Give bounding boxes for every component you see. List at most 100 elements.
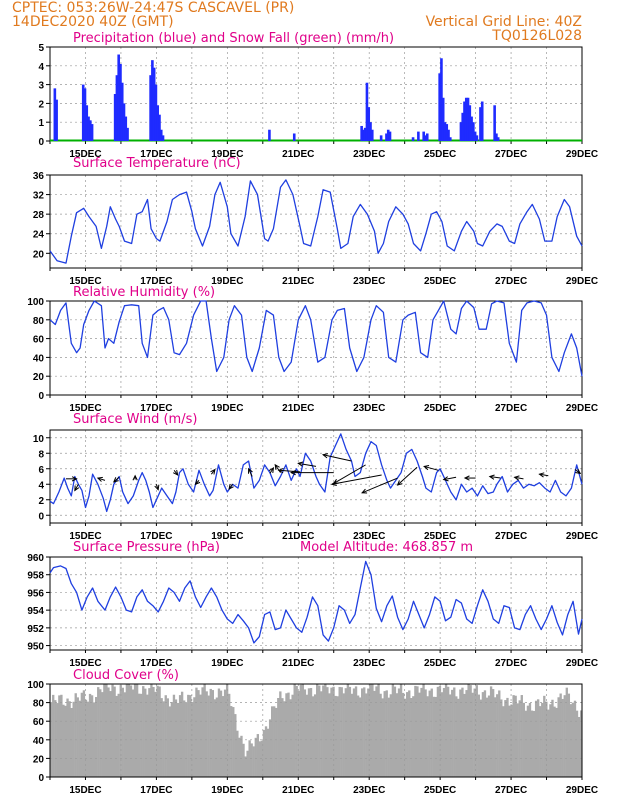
precip-bar	[388, 131, 392, 141]
cloud-bar	[522, 702, 526, 777]
cloud-bar	[295, 685, 298, 777]
y-tick-label: 60	[33, 335, 45, 346]
cloud-bar	[174, 699, 178, 777]
precip-bar	[411, 137, 415, 141]
cloud-bar	[539, 706, 542, 777]
cloud-bar	[383, 691, 386, 777]
rh-frame	[49, 300, 583, 396]
x-tick-label: 25DEC	[424, 531, 456, 542]
cloud-bar	[338, 686, 341, 777]
cloud-bar	[90, 695, 94, 777]
wind-vector-head	[96, 476, 103, 482]
precip-bar	[363, 127, 367, 141]
precip-bar	[119, 63, 122, 141]
x-tick-label: 15DEC	[69, 403, 101, 414]
cloud-bar	[498, 690, 501, 777]
x-tick-label: 17DEC	[140, 658, 172, 669]
wind-vector	[397, 466, 418, 486]
cloud-bar	[483, 690, 487, 777]
y-tick-label: 1	[38, 118, 44, 129]
wind-vector-head	[172, 469, 179, 476]
precip-bar	[379, 135, 383, 141]
x-tick-label: 21DEC	[282, 149, 314, 160]
x-tick-label: 15DEC	[69, 531, 101, 542]
cloud-bar	[287, 692, 290, 777]
cloud-bar	[575, 710, 579, 777]
cloud-bar	[135, 684, 139, 777]
cloud-bar	[56, 703, 59, 777]
precip-bar	[149, 75, 152, 141]
y-tick-label: 958	[27, 571, 44, 582]
y-tick-label: 954	[27, 606, 44, 617]
y-tick-label: 100	[27, 680, 44, 691]
cloud-bar	[532, 710, 536, 777]
cloud-bar	[481, 692, 485, 777]
precip-bar	[161, 135, 165, 141]
y-tick-label: 950	[27, 642, 44, 653]
cloud-bar	[84, 699, 88, 777]
cloud-bar	[203, 684, 206, 777]
cloud-bar	[528, 703, 532, 777]
wind-vector	[514, 476, 524, 480]
cloud-bar	[496, 694, 499, 777]
cloud-bar	[109, 691, 112, 777]
x-tick-label: 23DEC	[353, 785, 385, 796]
wind-vector-head	[321, 453, 329, 459]
cloud-bar	[264, 726, 268, 777]
cloud-bar	[52, 694, 55, 777]
cloud-bar	[217, 688, 221, 777]
cloud-bar	[183, 700, 186, 777]
cloud-bar	[457, 698, 460, 777]
panels-group: Precipitation (blue) and Snow Fall (gree…	[27, 31, 598, 796]
x-tick-label: 29DEC	[566, 403, 598, 414]
precip-bar	[367, 107, 371, 141]
y-tick-label: 0	[38, 511, 44, 522]
cloud-bar	[289, 699, 292, 777]
wind-vector-head	[71, 476, 78, 482]
y-tick-label: 80	[33, 316, 45, 327]
y-tick-label: 40	[33, 736, 45, 747]
y-tick-label: 0	[38, 391, 44, 402]
y-tick-label: 100	[27, 297, 44, 308]
cloud-bar	[205, 691, 208, 777]
x-tick-label: 15DEC	[69, 149, 101, 160]
cloud-bar	[397, 688, 401, 777]
cloud-bar	[313, 694, 317, 777]
pres-frame	[49, 556, 583, 651]
wind-vector-head	[277, 467, 284, 474]
cloud-bar	[88, 693, 92, 777]
cloud-bar	[491, 689, 495, 777]
cloud-bar	[117, 693, 120, 777]
cloud-bar	[273, 706, 276, 777]
cloud-bar	[426, 696, 429, 777]
cloud-bar	[64, 705, 67, 777]
cloud-bar	[489, 686, 493, 777]
cloud-bar	[150, 684, 153, 777]
cloud-bar	[332, 686, 335, 777]
cloud-bar	[369, 684, 372, 777]
cloud-bar	[406, 692, 409, 777]
precip-bar	[480, 101, 484, 141]
cloud-bar	[137, 693, 141, 777]
cloud-bar	[191, 701, 194, 777]
cloud-bar	[160, 698, 163, 777]
wind-vector-head	[248, 467, 253, 474]
cloud-bar	[551, 699, 554, 777]
cloud-bar	[569, 704, 573, 777]
y-tick-label: 10	[33, 434, 45, 445]
precip-bar	[425, 133, 429, 141]
cloud-bar	[399, 684, 403, 777]
cloud-bar	[526, 705, 530, 777]
wind-vector-head	[463, 475, 470, 481]
x-tick-label: 19DEC	[211, 658, 243, 669]
wind-vector	[443, 476, 457, 481]
cloud-bar	[418, 692, 421, 777]
x-tick-label: 21DEC	[282, 403, 314, 414]
precip-bar	[292, 133, 296, 141]
cloud-bar	[256, 734, 260, 777]
x-tick-label: 19DEC	[211, 149, 243, 160]
cloud-bar	[285, 693, 288, 777]
cloud-bar	[510, 704, 513, 777]
cloud-bar	[436, 686, 440, 777]
cloud-bar	[232, 707, 235, 777]
